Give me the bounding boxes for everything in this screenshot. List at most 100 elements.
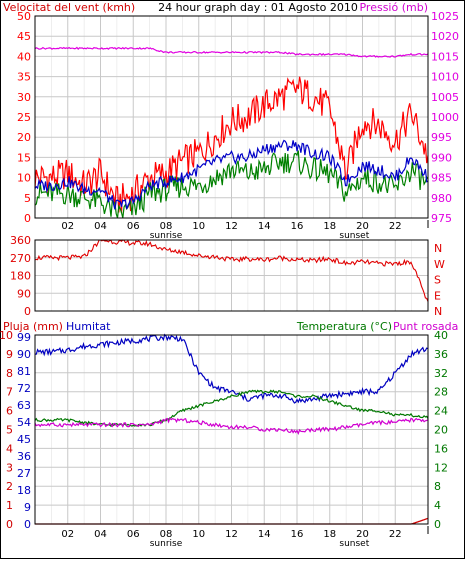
compass-label: S: [434, 274, 441, 287]
wind-tick-label: 45: [17, 30, 31, 43]
temperature-tick-label: 24: [434, 405, 448, 418]
humidity-tick-label: 27: [17, 467, 31, 480]
sunset-label: sunset: [339, 539, 369, 549]
hour-tick-label: 22: [389, 529, 402, 540]
humidity-tick-label: 45: [17, 433, 31, 446]
rain-tick-label: 2: [6, 480, 13, 493]
hour-tick-label: 10: [192, 529, 205, 540]
hour-tick-label: 14: [258, 529, 271, 540]
pressure-tick-label: 1005: [431, 91, 459, 104]
hour-tick-label: 08: [160, 221, 173, 232]
panel-frame: [34, 334, 429, 525]
pressure-tick-label: 975: [431, 212, 452, 225]
wind-series-line: [34, 139, 429, 210]
hour-tick-label: 12: [225, 221, 238, 232]
gust-series-line: [34, 76, 429, 214]
rain-tick-label: 7: [6, 386, 13, 399]
direction-tick-label: 180: [10, 270, 31, 283]
pressure-tick-label: 1010: [431, 71, 459, 84]
humidity-tick-label: 72: [17, 382, 31, 395]
wind-tick-label: 50: [17, 10, 31, 23]
hour-tick-label: 02: [61, 529, 74, 540]
hour-tick-label: 18: [323, 529, 336, 540]
temperature-series-line: [34, 389, 429, 428]
rain-tick-label: 1: [6, 499, 13, 512]
compass-label: E: [434, 289, 441, 302]
humidity-tick-label: 81: [17, 365, 31, 378]
pressure-tick-label: 1020: [431, 30, 459, 43]
hour-tick-label: 10: [192, 221, 205, 232]
panel-frame: [34, 239, 429, 312]
humidity-tick-label: 36: [17, 450, 31, 463]
rain-tick-label: 9: [6, 348, 13, 361]
hour-tick-label: 20: [356, 529, 369, 540]
temperature-tick-label: 0: [434, 518, 441, 531]
wind-tick-label: 30: [17, 91, 31, 104]
compass-label: N: [434, 305, 442, 318]
temperature-tick-label: 8: [434, 480, 441, 493]
wind-min-series-line: [34, 150, 429, 219]
rain-tick-label: 8: [6, 367, 13, 380]
direction-tick-label: 90: [17, 287, 31, 300]
temperature-tick-label: 40: [434, 329, 448, 342]
humidity-tick-label: 99: [17, 331, 31, 344]
humidity-tick-label: 54: [17, 416, 31, 429]
hour-tick-label: 18: [323, 221, 336, 232]
pressure-series-line: [34, 46, 429, 58]
pressure-tick-label: 995: [431, 131, 452, 144]
pressure-tick-label: 1015: [431, 50, 459, 63]
hour-tick-label: 08: [160, 529, 173, 540]
wind-axis-title: Velocitat del vent (kmh): [3, 1, 135, 14]
hour-tick-label: 16: [291, 529, 304, 540]
pressure-tick-label: 1025: [431, 10, 459, 23]
sunset-label: sunset: [339, 231, 369, 241]
temperature-tick-label: 12: [434, 461, 448, 474]
pressure-axis-title: Pressió (mb): [359, 1, 428, 14]
pressure-tick-label: 985: [431, 172, 452, 185]
panel-frame: [34, 15, 429, 219]
hour-tick-label: 12: [225, 529, 238, 540]
pressure-tick-label: 1000: [431, 111, 459, 124]
rain-tick-label: 3: [6, 461, 13, 474]
hour-tick-label: 04: [94, 221, 107, 232]
rain-axis-title: Pluja (mm): [3, 320, 63, 333]
temperature-tick-label: 28: [434, 386, 448, 399]
humidity-series-line: [35, 333, 429, 404]
hour-tick-label: 14: [258, 221, 271, 232]
humidity-tick-label: 0: [24, 518, 31, 531]
wind-tick-label: 10: [17, 172, 31, 185]
wind-tick-label: 5: [24, 192, 31, 205]
direction-tick-label: 270: [10, 252, 31, 265]
hour-tick-label: 06: [127, 221, 140, 232]
humidity-axis-title: Humitat: [66, 320, 111, 333]
humidity-tick-label: 63: [17, 399, 31, 412]
dewpoint-series-line: [34, 417, 429, 435]
hour-tick-label: 20: [356, 221, 369, 232]
temperature-tick-label: 4: [434, 499, 441, 512]
rain-tick-label: 10: [0, 329, 13, 342]
pressure-tick-label: 990: [431, 151, 452, 164]
wind-tick-label: 25: [17, 111, 31, 124]
hour-tick-label: 02: [61, 221, 74, 232]
hour-tick-label: 22: [389, 221, 402, 232]
rain-tick-label: 6: [6, 405, 13, 418]
temperature-tick-label: 36: [434, 348, 448, 361]
wind-tick-label: 20: [17, 131, 31, 144]
wind-tick-label: 0: [24, 212, 31, 225]
humidity-tick-label: 9: [24, 501, 31, 514]
compass-label: W: [434, 258, 445, 271]
sunrise-label: sunrise: [150, 539, 183, 549]
pressure-tick-label: 980: [431, 192, 452, 205]
rain-tick-label: 4: [6, 442, 13, 455]
dewpoint-axis-title: Punt rosada: [393, 320, 458, 333]
axis-labels: 0510152025303540455097598098599099510001…: [0, 10, 459, 549]
compass-label: N: [434, 242, 442, 255]
humidity-tick-label: 18: [17, 484, 31, 497]
temperature-tick-label: 32: [434, 367, 448, 380]
sunrise-label: sunrise: [150, 231, 183, 241]
panel-frames: [34, 15, 429, 525]
hour-tick-label: 16: [291, 221, 304, 232]
temperature-axis-title: Temperatura (°C): [296, 320, 392, 333]
